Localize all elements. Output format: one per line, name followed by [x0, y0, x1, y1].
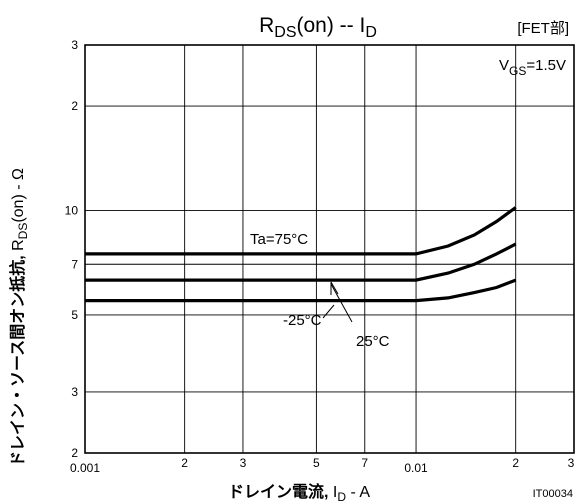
leader-m25 [322, 304, 335, 319]
x-tick-label: 0.001 [70, 461, 100, 475]
y-tick-label: 5 [71, 308, 78, 322]
y-tick-label: 3 [71, 385, 78, 399]
x-axis-label: ドレイン電流, ID - A [228, 482, 370, 504]
y-axis-label: ドレイン・ソース間オン抵抗, RDS(on) - Ω [8, 168, 30, 467]
series-label-25: 25°C [356, 333, 390, 350]
series-label-m25: -25°C [283, 312, 322, 329]
y-tick-labels: 2 3 5 7 10 2 3 [65, 38, 79, 460]
chart-title: RDS(on) -- ID [259, 14, 377, 41]
x-tick-label: 2 [181, 456, 188, 470]
series-group [85, 206, 517, 303]
x-tick-label: 7 [361, 456, 368, 470]
chart-tag: [FET部] [517, 20, 569, 37]
series-line-0 [85, 206, 517, 256]
grid [85, 45, 574, 453]
plot-frame [84, 44, 575, 454]
y-tick-label: 3 [71, 38, 78, 52]
figure-code: IT00034 [533, 488, 573, 500]
series-line-2 [85, 278, 517, 303]
x-tick-label: 3 [568, 456, 575, 470]
series-label-ta75: Ta=75°C [250, 231, 308, 248]
arrow-25-head [330, 281, 339, 295]
x-tick-labels: 0.001 2 3 5 7 0.01 2 3 [70, 456, 575, 475]
y-tick-label: 2 [71, 446, 78, 460]
x-tick-label: 2 [512, 456, 519, 470]
x-tick-label: 3 [240, 456, 247, 470]
x-tick-label: 0.01 [404, 461, 428, 475]
y-tick-label: 7 [71, 257, 78, 271]
x-tick-label: 5 [313, 456, 320, 470]
y-tick-label: 2 [71, 99, 78, 113]
arrow-25-line [330, 283, 353, 323]
y-tick-label: 10 [65, 204, 79, 218]
series-line-1 [85, 242, 517, 282]
condition-label: VGS=1.5V [499, 57, 566, 78]
